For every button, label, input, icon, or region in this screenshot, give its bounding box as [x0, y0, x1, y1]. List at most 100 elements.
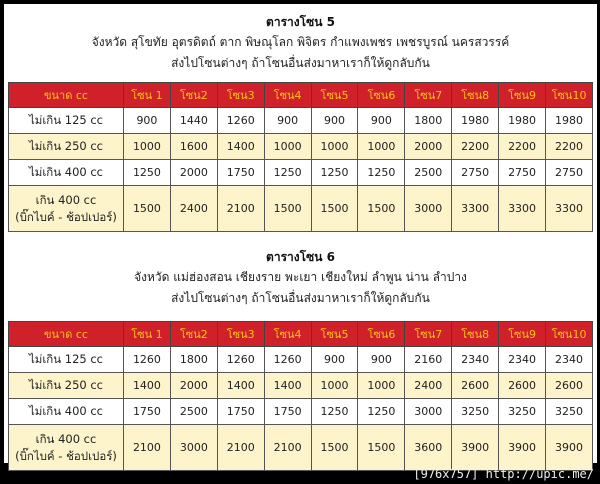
- header-zone-6: โซน6: [357, 321, 406, 347]
- price-cell: 1750: [123, 398, 171, 425]
- price-cell: 3000: [404, 398, 453, 425]
- watermark: [976x757] http://upic.me/: [413, 467, 594, 481]
- row-label-line: ไม่เกิน 250 cc: [28, 138, 104, 153]
- price-cell: 2000: [404, 133, 453, 160]
- header-zone-9: โซน9: [498, 321, 547, 347]
- price-cell: 1500: [310, 185, 359, 232]
- header-zone-3: โซน3: [216, 321, 265, 347]
- price-cell: 1250: [357, 398, 406, 425]
- price-cell: 3250: [498, 398, 547, 425]
- price-cell: 3250: [545, 398, 593, 425]
- price-cell: 1980: [545, 107, 593, 134]
- price-cell: 2200: [545, 133, 593, 160]
- price-cell: 1260: [123, 346, 171, 373]
- price-cell: 1440: [169, 107, 218, 134]
- price-cell: 1000: [310, 372, 359, 399]
- price-cell: 2750: [545, 159, 593, 186]
- header-row: ขนาด cc โซน 1 โซน2 โซน3 โซน4 โซน5 โซน6 โซน7 โซน8…: [8, 321, 593, 347]
- price-cell: 1800: [404, 107, 453, 134]
- row-label-line: (บิ๊กไบค์ - ช้อปเปอร์): [15, 448, 117, 463]
- price-cell: 2160: [404, 346, 453, 373]
- price-cell: 2200: [498, 133, 547, 160]
- header-zone-2: โซน2: [169, 82, 218, 108]
- price-cell: 2400: [169, 185, 218, 232]
- header-zone-10: โซน10: [545, 82, 593, 108]
- price-cell: 1400: [216, 133, 265, 160]
- price-cell: 3300: [451, 185, 500, 232]
- header-zone-1: โซน 1: [123, 82, 171, 108]
- header-row: ขนาด cc โซน 1 โซน2 โซน3 โซน4 โซน5 โซน6 โซน7 โซน8…: [8, 82, 593, 108]
- row-label: เกิน 400 cc (บิ๊กไบค์ - ช้อปเปอร์): [8, 185, 124, 232]
- header-zone-7: โซน7: [404, 82, 453, 108]
- price-cell: 2340: [451, 346, 500, 373]
- table-row: ไม่เกิน 250 cc 1000 1600 1400 1000 1000 1000 20…: [8, 133, 593, 160]
- header-cc-size: ขนาด cc: [8, 82, 124, 108]
- row-label-line: ไม่เกิน 400 cc: [28, 403, 104, 418]
- price-cell: 3600: [404, 424, 453, 471]
- price-cell: 2000: [169, 159, 218, 186]
- price-cell: 1250: [263, 159, 312, 186]
- document-panel: ตารางโซน 5 จังหวัด สุโขทัย อุตรดิตถ์ ตาก…: [4, 4, 597, 471]
- price-cell: 1260: [216, 107, 265, 134]
- header-zone-8: โซน8: [451, 321, 500, 347]
- row-label: ไม่เกิน 400 cc: [8, 398, 124, 425]
- price-cell: 1500: [263, 185, 312, 232]
- price-cell: 1500: [357, 185, 406, 232]
- price-cell: 3000: [404, 185, 453, 232]
- price-cell: 1800: [169, 346, 218, 373]
- price-cell: 1000: [357, 372, 406, 399]
- price-cell: 1750: [216, 398, 265, 425]
- price-cell: 1600: [169, 133, 218, 160]
- price-cell: 2500: [404, 159, 453, 186]
- price-cell: 2100: [216, 424, 265, 471]
- price-cell: 1500: [123, 185, 171, 232]
- price-cell: 1750: [216, 159, 265, 186]
- header-zone-1: โซน 1: [123, 321, 171, 347]
- header-cc-size: ขนาด cc: [8, 321, 124, 347]
- row-label: ไม่เกิน 125 cc: [8, 346, 124, 373]
- row-label-line: เกิน 400 cc: [35, 431, 97, 446]
- header-zone-9: โซน9: [498, 82, 547, 108]
- row-label-line: เกิน 400 cc: [35, 192, 97, 207]
- price-cell: 1260: [263, 346, 312, 373]
- price-cell: 1980: [451, 107, 500, 134]
- price-cell: 1260: [216, 346, 265, 373]
- row-label-line: ไม่เกิน 250 cc: [28, 377, 104, 392]
- price-cell: 900: [357, 107, 406, 134]
- row-label-line: ไม่เกิน 125 cc: [28, 112, 104, 127]
- header-zone-5: โซน5: [310, 321, 359, 347]
- row-label: ไม่เกิน 250 cc: [8, 372, 124, 399]
- price-cell: 900: [263, 107, 312, 134]
- price-cell: 900: [310, 107, 359, 134]
- row-label: ไม่เกิน 400 cc: [8, 159, 124, 186]
- price-cell: 3900: [545, 424, 593, 471]
- table-row: ไม่เกิน 400 cc 1250 2000 1750 1250 1250 1250 25…: [8, 159, 593, 186]
- price-cell: 2340: [545, 346, 593, 373]
- table-row: ไม่เกิน 125 cc 1260 1800 1260 1260 900 900 2160…: [8, 346, 593, 373]
- zone5-section: ตารางโซน 5 จังหวัด สุโขทัย อุตรดิตถ์ ตาก…: [4, 4, 597, 232]
- price-cell: 900: [357, 346, 406, 373]
- price-cell: 2100: [123, 424, 171, 471]
- zone5-title: ตารางโซน 5: [266, 15, 335, 29]
- zone5-provinces: จังหวัด สุโขทัย อุตรดิตถ์ ตาก พิษณุโลก พ…: [91, 35, 510, 49]
- price-cell: 1400: [263, 372, 312, 399]
- price-cell: 2750: [451, 159, 500, 186]
- price-cell: 3300: [545, 185, 593, 232]
- price-cell: 2100: [263, 424, 312, 471]
- zone5-rate-table: ขนาด cc โซน 1 โซน2 โซน3 โซน4 โซน5 โซน6 โซน7 โซน8…: [8, 82, 593, 232]
- header-zone-4: โซน4: [263, 321, 312, 347]
- price-cell: 1500: [357, 424, 406, 471]
- price-cell: 1250: [123, 159, 171, 186]
- price-cell: 1400: [216, 372, 265, 399]
- price-cell: 1000: [123, 133, 171, 160]
- price-cell: 2340: [498, 346, 547, 373]
- header-zone-3: โซน3: [216, 82, 265, 108]
- price-cell: 2200: [451, 133, 500, 160]
- table-row: ไม่เกิน 125 cc 900 1440 1260 900 900 900 1800 19…: [8, 107, 593, 134]
- header-zone-10: โซน10: [545, 321, 593, 347]
- price-cell: 2100: [216, 185, 265, 232]
- header-zone-6: โซน6: [357, 82, 406, 108]
- table-row: ไม่เกิน 250 cc 1400 2000 1400 1400 1000 1000 24…: [8, 372, 593, 399]
- row-label: ไม่เกิน 125 cc: [8, 107, 124, 134]
- row-label: ไม่เกิน 250 cc: [8, 133, 124, 160]
